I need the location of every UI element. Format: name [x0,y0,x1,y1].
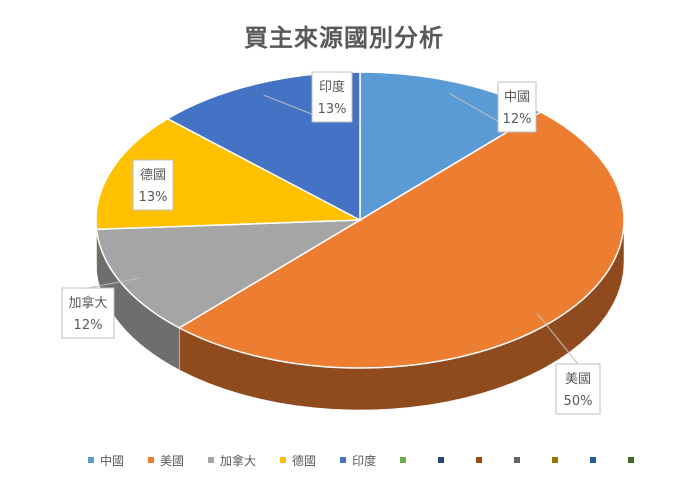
label-box-1 [497,81,537,133]
label-value-2: 50% [564,394,593,409]
legend-item-empty-7 [628,457,640,463]
legend-label-5: 印度 [352,453,377,468]
legend-item-empty-6 [590,457,602,463]
label-category-3: 加拿大 [68,295,107,311]
legend-swatch-empty-4 [514,457,521,463]
legend-swatch-empty-1 [400,457,407,463]
label-value-5: 13% [318,102,347,117]
data-labels: 中國 12% 美國 50% 加拿大 12% 德國 13% 印度 13% [61,71,601,415]
label-value-1: 12% [503,112,532,127]
legend-item-empty-5 [552,457,564,463]
legend-swatch-4 [280,457,287,463]
legend-swatch-3 [208,457,215,463]
label-category-4: 德國 [140,168,166,183]
legend-item-5: 印度 [340,452,376,469]
slice-3 [95,219,361,329]
legend-item-empty-1 [400,457,412,463]
label-category-5: 印度 [319,79,345,95]
legend-item-empty-4 [514,457,526,463]
legend-label-3: 加拿大 [220,453,257,468]
label-box-2 [555,363,601,415]
legend-item-3: 加拿大 [208,452,256,469]
label-category-2: 美國 [565,372,591,387]
leader-line-2 [536,312,579,365]
label-value-4: 13% [139,190,168,205]
legend-swatch-empty-7 [628,457,635,463]
legend-item-4: 德國 [280,452,316,469]
legend-swatch-empty-6 [590,457,597,463]
legend-swatch-empty-2 [438,457,445,463]
legend-item-empty-3 [476,457,488,463]
legend-swatch-2 [148,457,155,463]
legend-label-2: 美國 [160,453,185,468]
leader-line-3 [87,277,141,289]
chart-title: 買主來源國別分析 [244,24,444,52]
legend: 中國 美國 加拿大 德國 印度 [88,451,666,469]
legend-swatch-empty-3 [476,457,483,463]
legend-item-empty-2 [438,457,450,463]
legend-label-4: 德國 [292,453,317,468]
label-box-3 [61,287,115,339]
legend-swatch-1 [88,457,94,463]
label-category-1: 中國 [504,90,530,105]
legend-swatch-empty-5 [552,457,559,463]
legend-item-1: 中國 [88,452,124,469]
label-value-3: 12% [74,318,103,333]
pie-top [95,71,625,369]
legend-swatch-5 [340,457,347,463]
label-box-4 [132,159,174,211]
legend-label-1: 中國 [100,453,125,468]
label-box-5 [311,71,353,123]
legend-item-2: 美國 [148,452,184,469]
slice-2 [177,111,625,369]
